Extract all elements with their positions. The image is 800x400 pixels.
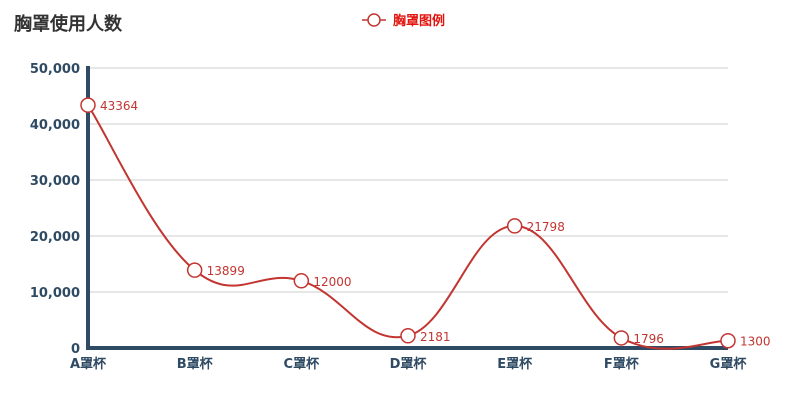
data-label: 21798 [527,220,565,234]
x-tick-label: D罩杯 [390,356,428,372]
data-point[interactable] [293,273,310,289]
data-labels: 43364 13899 12000 2181 21798 1796 1300 [100,99,771,349]
legend-label[interactable]: 胸罩图例 [393,13,445,29]
legend-marker[interactable] [367,13,381,27]
x-tick-label: G罩杯 [710,356,748,372]
data-label: 1300 [740,335,771,349]
x-tick-label: C罩杯 [284,356,321,372]
x-tick-label: B罩杯 [177,356,214,372]
data-points [80,97,736,349]
data-point[interactable] [613,330,630,346]
data-label: 13899 [207,264,245,278]
data-point[interactable] [506,218,523,234]
x-tick-label: A罩杯 [70,356,107,372]
y-tick-label: 20,000 [30,230,80,245]
data-label: 2181 [420,330,451,344]
grid-lines [88,67,728,293]
chart-title: 胸罩使用人数 [14,14,122,35]
y-tick-label: 0 [71,342,80,357]
x-tick-label: F罩杯 [604,356,640,372]
data-label: 43364 [100,99,138,113]
data-label: 12000 [313,275,351,289]
y-tick-label: 50,000 [30,62,80,77]
data-point[interactable] [186,262,203,278]
axes: 0 10,000 20,000 30,000 40,000 50,000 A罩杯 B罩杯 C罩杯… [30,62,748,372]
data-point[interactable] [400,328,416,344]
data-point[interactable] [80,97,96,113]
legend: 胸罩图例 [362,13,445,29]
x-tick-label: E罩杯 [497,356,533,372]
y-tick-label: 30,000 [30,174,80,189]
data-point[interactable] [720,332,736,349]
series-line [87,104,729,350]
series-line-group [87,104,729,350]
y-tick-label: 40,000 [30,118,80,133]
data-label: 1796 [633,332,664,346]
y-tick-label: 10,000 [30,286,80,301]
